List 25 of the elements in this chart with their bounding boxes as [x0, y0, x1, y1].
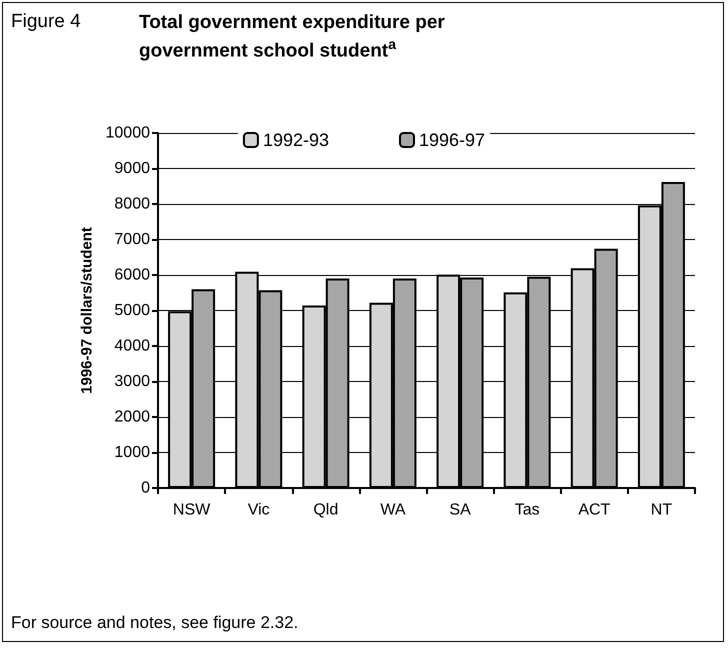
x-tick-label: NSW	[172, 502, 212, 518]
x-tick-label: Vic	[248, 502, 270, 518]
y-tick-label: 6000	[114, 266, 150, 284]
y-axis-title: 1996-97 dollars/student	[78, 227, 96, 394]
y-tick-label: 1000	[114, 444, 150, 461]
x-tick-label: Tas	[514, 502, 540, 518]
chart-title: Total government expenditure per government school student$^{a}$	[139, 11, 446, 64]
y-tick-label: 7000	[114, 231, 150, 248]
legend-label: 1992-93	[262, 130, 330, 150]
y-tick-label: 0	[141, 480, 150, 496]
y-tick-label: 4000	[114, 338, 150, 354]
y-tick-label: 2000	[114, 408, 150, 426]
x-tick-label: WA	[380, 502, 406, 518]
y-tick-label: 3000	[114, 373, 150, 390]
y-tick-label: 9000	[114, 160, 150, 177]
x-tick-label: SA	[449, 502, 472, 518]
text: For source and notes, see figure 2.32.	[11, 613, 298, 633]
y-tick-label: 10000	[106, 124, 150, 142]
chart-subtitle: Figure 4	[11, 11, 82, 34]
x-tick-label: ACT	[578, 502, 611, 518]
y-tick-label: 8000	[114, 196, 150, 212]
x-tick-label: NT	[650, 502, 672, 518]
x-tick-label: Qld	[313, 502, 338, 518]
legend-label: 1996-97	[419, 130, 486, 150]
y-tick-label: 5000	[114, 302, 150, 319]
